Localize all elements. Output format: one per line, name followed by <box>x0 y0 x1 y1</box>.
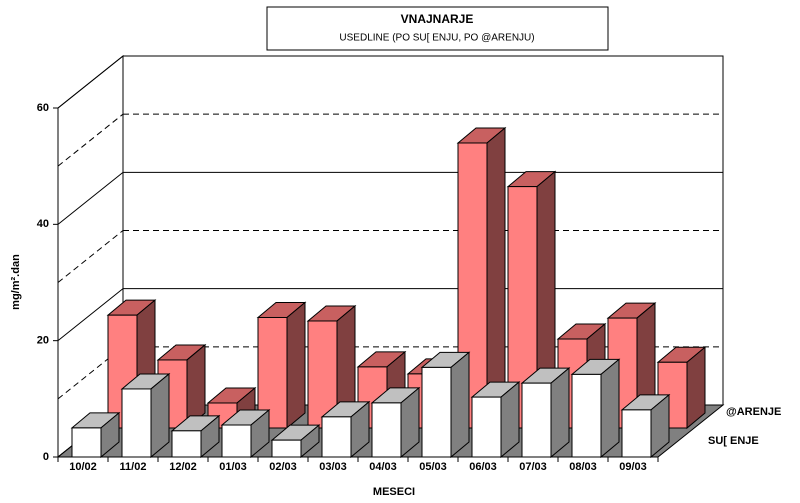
minor-grid-line <box>57 230 124 283</box>
chart-subtitle: USEDLINE (PO SU[ ENJU, PO @ARENJU) <box>339 33 534 44</box>
minor-grid-line <box>57 113 124 167</box>
x-tick-label: 08/03 <box>569 461 597 473</box>
x-tick-label: 11/02 <box>120 461 147 473</box>
y-tick-label: 0 <box>43 451 49 463</box>
bar <box>457 142 488 429</box>
bar <box>371 402 402 458</box>
x-axis-label: MESECI <box>373 486 415 498</box>
bar <box>471 396 502 458</box>
series-label: SU[ ENJE <box>708 435 759 447</box>
x-tick-label: 04/03 <box>369 461 397 473</box>
bar <box>71 427 102 458</box>
x-tick-label: 02/03 <box>269 461 297 473</box>
chart-title: VNAJNARJE <box>401 12 474 26</box>
bar <box>421 366 452 458</box>
x-tick-label: 09/03 <box>619 461 647 473</box>
bar-side <box>286 301 306 430</box>
x-tick-label: 06/03 <box>469 461 497 473</box>
bar <box>221 424 252 458</box>
bar-side <box>686 346 706 430</box>
x-tick-label: 10/02 <box>69 461 97 473</box>
x-tick-label: 05/03 <box>419 461 447 473</box>
bar-side <box>600 358 620 459</box>
bar <box>121 388 152 458</box>
bar <box>521 382 552 458</box>
y-axis-label: mg/m².dan <box>10 254 22 310</box>
x-tick-label: 01/03 <box>219 461 247 473</box>
grid-line <box>57 171 124 225</box>
title-box <box>266 6 609 51</box>
bar-side <box>450 351 470 459</box>
x-tick-label: 03/03 <box>319 461 347 473</box>
bar-side <box>150 372 170 459</box>
x-tick-label: 07/03 <box>519 461 547 473</box>
bar <box>171 430 202 458</box>
grid-line <box>57 288 124 342</box>
y-tick-label: 40 <box>37 218 49 230</box>
series-label: @ARENJE <box>726 406 781 418</box>
x-tick-label: 12/02 <box>169 461 197 473</box>
bar <box>321 416 352 458</box>
bar <box>571 373 602 458</box>
bar <box>621 409 652 458</box>
bar <box>271 439 302 458</box>
minor-grid-line <box>57 346 124 400</box>
y-tick-label: 20 <box>37 335 49 347</box>
grid-line <box>57 55 124 109</box>
y-tick-label: 60 <box>37 102 49 114</box>
bar-side <box>550 367 570 459</box>
